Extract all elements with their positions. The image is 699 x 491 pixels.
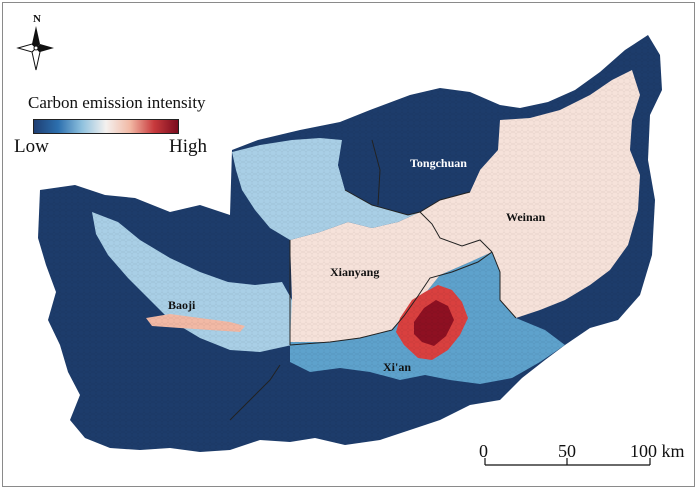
city-label-tongchuan: Tongchuan bbox=[410, 156, 467, 170]
boundary-xian-south bbox=[229, 364, 281, 421]
scale-tick-0: 0 bbox=[479, 441, 488, 461]
admin-boundaries bbox=[229, 139, 517, 421]
city-label-weinan: Weinan bbox=[506, 210, 546, 224]
scale-tick-100: 100 km bbox=[630, 441, 685, 461]
hex-grid-overlay bbox=[38, 35, 662, 452]
north-arrow-icon bbox=[16, 26, 54, 71]
boundary-south-edge bbox=[289, 329, 393, 346]
boundary-weinan-xian bbox=[491, 251, 517, 319]
city-label-xian: Xi'an bbox=[383, 360, 412, 374]
boundary-xianyang-xian bbox=[391, 251, 493, 331]
scale-tick-50: 50 bbox=[558, 441, 576, 461]
boundary-tongchuan bbox=[344, 189, 471, 216]
boundary-tongchuan-west bbox=[371, 139, 381, 206]
legend-gradient-bar bbox=[33, 119, 179, 134]
boundary-xianyang-weinan bbox=[419, 211, 493, 253]
north-label: N bbox=[33, 13, 41, 25]
legend-title: Carbon emission intensity bbox=[28, 93, 206, 112]
city-label-baoji: Baoji bbox=[168, 298, 196, 312]
scale-bar bbox=[484, 458, 651, 466]
legend-low-label: Low bbox=[14, 136, 49, 157]
legend-high-label: High bbox=[169, 136, 207, 157]
city-label-xianyang: Xianyang bbox=[330, 265, 380, 279]
